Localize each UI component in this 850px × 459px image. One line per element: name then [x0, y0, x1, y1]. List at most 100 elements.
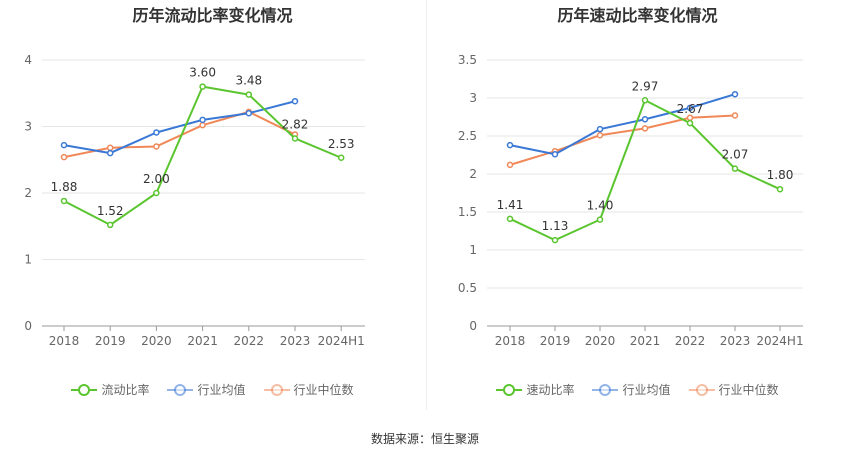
- y-tick-label: 2: [469, 167, 477, 181]
- legend-label: 流动比率: [101, 383, 150, 397]
- data-point: [245, 109, 253, 117]
- current-ratio-chart: 历年流动比率变化情况 0 1 2 3 4 2018 2019 2020 2021 2022 2023…: [0, 0, 425, 420]
- data-point: [153, 129, 160, 136]
- chart-title: 历年流动比率变化情况: [132, 6, 293, 25]
- data-label: 1.40: [587, 199, 614, 213]
- y-tick-label: 3: [469, 91, 477, 105]
- legend-label: 行业均值: [622, 383, 671, 397]
- y-tick-label: 1.5: [458, 205, 477, 219]
- y-tick-label: 1: [24, 253, 32, 267]
- quick-ratio-chart: 历年速动比率变化情况 0 0.5 1 1.5 2 2.5 3 3.5 2018 2019 2020 2…: [425, 0, 850, 420]
- data-point: [106, 144, 114, 152]
- legend-item[interactable]: 行业均值: [167, 381, 246, 398]
- data-point: [506, 161, 514, 169]
- y-tick-label: 2.5: [458, 129, 477, 143]
- quick-ratio-plot: 0 0.5 1 1.5 2 2.5 3 3.5 2018 2019 2020 2021 2022 2023…: [458, 53, 804, 348]
- x-tick-label: 2022: [234, 334, 265, 348]
- data-point: [731, 165, 739, 172]
- y-tick-label: 0.5: [458, 281, 477, 295]
- data-point: [641, 97, 649, 104]
- data-point: [506, 141, 514, 149]
- data-label: 2.82: [282, 117, 309, 131]
- legend-swatch-icon: [167, 383, 194, 397]
- y-tick-label: 2: [24, 186, 32, 200]
- series-line: [63, 100, 296, 155]
- data-point: [641, 116, 649, 123]
- data-point: [153, 189, 160, 197]
- legend-item[interactable]: 行业中位数: [688, 381, 779, 398]
- legend-label: 行业中位数: [293, 383, 354, 397]
- chart-title: 历年速动比率变化情况: [557, 6, 718, 25]
- x-tick-label: 2020: [585, 334, 616, 348]
- data-label: 3.60: [189, 66, 216, 80]
- data-point: [641, 125, 649, 132]
- data-point: [686, 119, 694, 127]
- x-tick-label: 2019: [540, 334, 571, 348]
- data-point: [106, 221, 114, 229]
- x-tick-label: 2022: [675, 334, 706, 348]
- data-label: 1.80: [767, 168, 794, 182]
- chart-legend: 速动比率 行业均值 行业中位数: [425, 381, 850, 398]
- legend-swatch-icon: [263, 383, 290, 397]
- data-label: 3.48: [235, 74, 262, 88]
- x-tick-label: 2024H1: [318, 334, 365, 348]
- legend-swatch-icon: [592, 383, 619, 397]
- x-tick-label: 2021: [187, 334, 218, 348]
- legend-label: 行业中位数: [718, 383, 779, 397]
- data-point: [199, 116, 206, 124]
- data-point: [551, 150, 559, 158]
- data-point: [60, 141, 68, 149]
- legend-item[interactable]: 流动比率: [71, 381, 149, 398]
- y-tick-label: 0: [24, 319, 32, 333]
- chart-divider: [426, 0, 427, 410]
- y-tick-label: 4: [24, 53, 32, 67]
- data-point: [291, 97, 299, 105]
- y-tick-label: 3: [24, 120, 32, 134]
- series-line: [509, 93, 736, 156]
- data-label: 2.67: [677, 102, 704, 116]
- data-label: 2.00: [143, 172, 170, 186]
- legend-swatch-icon: [71, 383, 98, 397]
- data-point: [506, 215, 514, 223]
- legend-swatch-icon: [688, 383, 715, 397]
- legend-label: 行业均值: [197, 383, 246, 397]
- data-source-note: 数据来源：恒生聚源: [370, 432, 479, 446]
- x-tick-label: 2020: [141, 334, 172, 348]
- data-point: [153, 143, 160, 150]
- data-label: 1.13: [542, 219, 569, 233]
- x-tick-label: 2018: [49, 334, 80, 348]
- data-point: [776, 185, 784, 193]
- data-point: [199, 83, 206, 90]
- legend-item[interactable]: 行业中位数: [263, 381, 354, 398]
- data-point: [551, 236, 559, 244]
- legend-label: 速动比率: [526, 383, 575, 397]
- x-tick-label: 2023: [720, 334, 751, 348]
- data-point: [731, 112, 739, 119]
- data-label: 1.52: [97, 204, 124, 218]
- x-tick-label: 2018: [495, 334, 526, 348]
- y-tick-label: 1: [469, 243, 477, 257]
- data-label: 1.88: [51, 180, 78, 194]
- data-point: [245, 91, 253, 98]
- legend-item[interactable]: 行业均值: [592, 381, 671, 398]
- data-point: [596, 125, 604, 133]
- series-line: [63, 110, 296, 159]
- data-label: 1.41: [497, 198, 524, 212]
- data-point: [731, 90, 739, 98]
- data-label: 2.97: [632, 79, 659, 93]
- x-tick-label: 2021: [630, 334, 661, 348]
- current-ratio-plot: 0 1 2 3 4 2018 2019 2020 2021 2022 2023 2024H1 1.88 1…: [24, 53, 365, 348]
- y-tick-label: 0: [469, 319, 477, 333]
- data-label: 2.07: [722, 148, 749, 162]
- x-tick-label: 2023: [280, 334, 311, 348]
- data-point: [60, 153, 68, 161]
- chart-legend: 流动比率 行业均值 行业中位数: [0, 381, 425, 398]
- x-tick-label: 2024H1: [756, 334, 803, 348]
- legend-swatch-icon: [496, 383, 523, 397]
- data-point: [686, 104, 694, 112]
- data-point: [596, 216, 604, 223]
- y-tick-label: 3.5: [458, 53, 477, 67]
- x-tick-label: 2019: [95, 334, 126, 348]
- data-point: [199, 121, 206, 129]
- legend-item[interactable]: 速动比率: [496, 381, 574, 398]
